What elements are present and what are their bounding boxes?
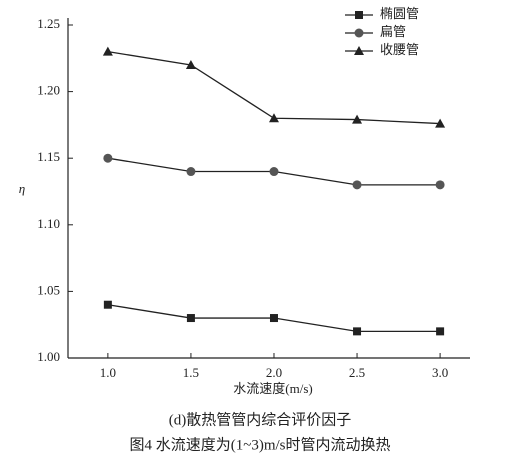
- y-tick-label: 1.20: [37, 83, 60, 98]
- legend-marker: [355, 11, 363, 19]
- legend-label: 收腰管: [380, 42, 419, 57]
- marker: [186, 314, 195, 323]
- x-tick-label: 1.0: [100, 365, 116, 380]
- marker: [268, 113, 279, 123]
- marker: [436, 327, 445, 336]
- legend-label: 椭圆管: [380, 6, 419, 21]
- x-tick-label: 2.0: [266, 365, 282, 380]
- legend-marker: [354, 46, 364, 55]
- marker: [186, 167, 196, 177]
- marker: [103, 153, 113, 163]
- y-axis-label: η: [19, 181, 25, 196]
- x-axis-label: 水流速度(m/s): [233, 381, 312, 396]
- marker: [269, 314, 278, 323]
- marker: [353, 327, 362, 336]
- marker: [103, 300, 112, 309]
- marker: [352, 180, 362, 190]
- marker: [352, 114, 363, 124]
- x-tick-label: 1.5: [183, 365, 199, 380]
- x-tick-label: 3.0: [432, 365, 448, 380]
- x-tick-label: 2.5: [349, 365, 365, 380]
- y-tick-label: 1.10: [37, 216, 60, 231]
- marker: [185, 59, 196, 69]
- legend-marker: [354, 28, 364, 38]
- marker: [435, 118, 446, 128]
- subtitle: (d)散热管管内综合评价因子: [169, 411, 352, 428]
- caption: 图4 水流速度为(1~3)m/s时管内流动换热: [129, 436, 390, 453]
- y-tick-label: 1.15: [37, 149, 60, 164]
- marker: [435, 180, 445, 190]
- y-tick-label: 1.00: [37, 349, 60, 364]
- marker: [102, 46, 113, 56]
- series-line: [107, 50, 441, 125]
- y-tick-label: 1.25: [37, 16, 60, 31]
- legend-label: 扁管: [380, 24, 406, 39]
- marker: [269, 167, 279, 177]
- y-tick-label: 1.05: [37, 282, 60, 297]
